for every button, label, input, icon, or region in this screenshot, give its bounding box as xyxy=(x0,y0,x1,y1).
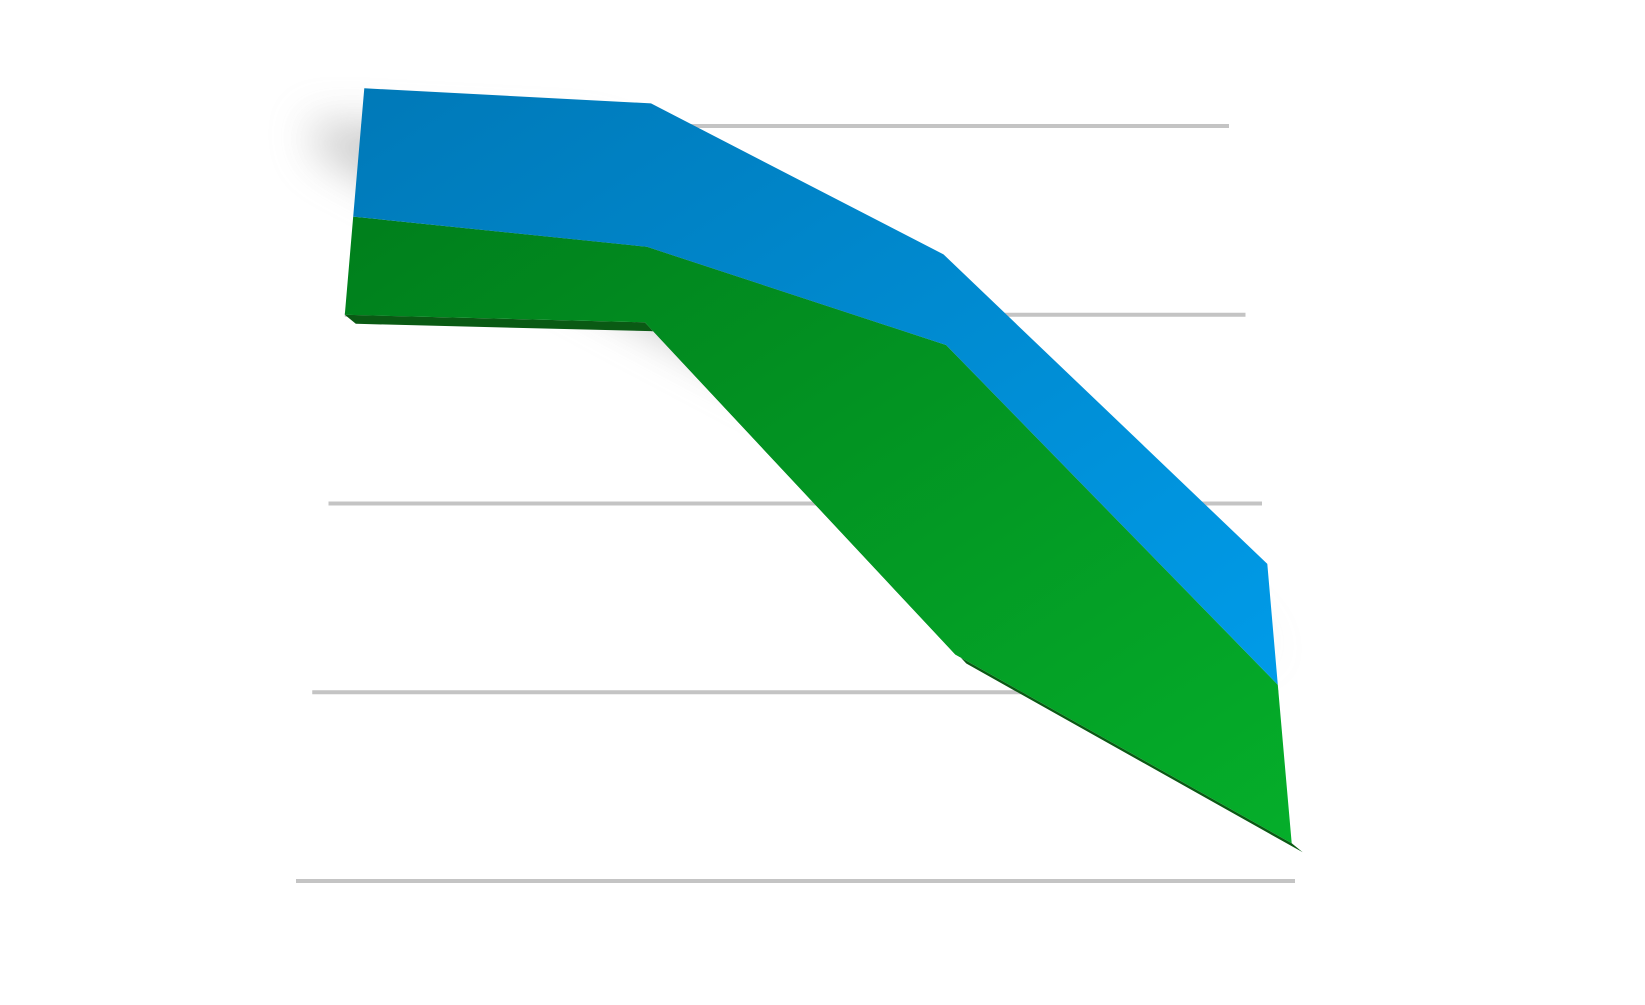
series-areas xyxy=(345,88,1292,843)
